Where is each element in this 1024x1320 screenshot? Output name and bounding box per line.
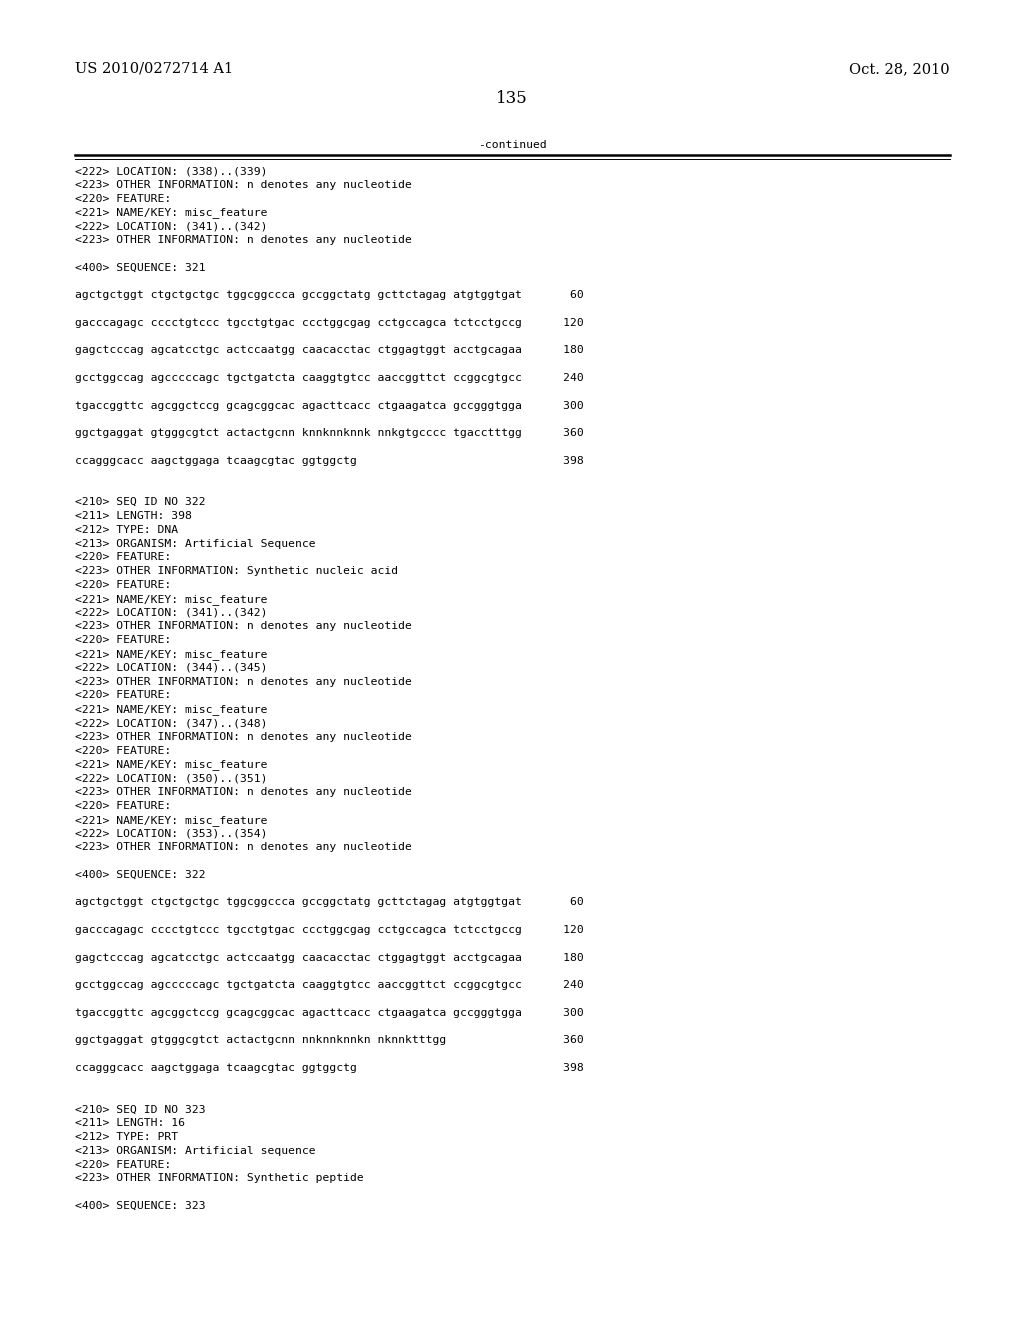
Text: <221> NAME/KEY: misc_feature: <221> NAME/KEY: misc_feature bbox=[75, 207, 267, 218]
Text: ggctgaggat gtgggcgtct actactgcnn nnknnknnkn nknnktttgg                 360: ggctgaggat gtgggcgtct actactgcnn nnknnkn… bbox=[75, 1035, 584, 1045]
Text: US 2010/0272714 A1: US 2010/0272714 A1 bbox=[75, 62, 233, 77]
Text: <220> FEATURE:: <220> FEATURE: bbox=[75, 579, 171, 590]
Text: gagctcccag agcatcctgc actccaatgg caacacctac ctggagtggt acctgcagaa      180: gagctcccag agcatcctgc actccaatgg caacacc… bbox=[75, 953, 584, 962]
Text: <220> FEATURE:: <220> FEATURE: bbox=[75, 690, 171, 701]
Text: <220> FEATURE:: <220> FEATURE: bbox=[75, 552, 171, 562]
Text: 135: 135 bbox=[496, 90, 528, 107]
Text: <222> LOCATION: (341)..(342): <222> LOCATION: (341)..(342) bbox=[75, 607, 267, 618]
Text: ccagggcacc aagctggaga tcaagcgtac ggtggctg                              398: ccagggcacc aagctggaga tcaagcgtac ggtggct… bbox=[75, 1063, 584, 1073]
Text: <210> SEQ ID NO 323: <210> SEQ ID NO 323 bbox=[75, 1105, 206, 1114]
Text: <223> OTHER INFORMATION: n denotes any nucleotide: <223> OTHER INFORMATION: n denotes any n… bbox=[75, 731, 412, 742]
Text: <212> TYPE: PRT: <212> TYPE: PRT bbox=[75, 1133, 178, 1142]
Text: <222> LOCATION: (353)..(354): <222> LOCATION: (353)..(354) bbox=[75, 829, 267, 838]
Text: <221> NAME/KEY: misc_feature: <221> NAME/KEY: misc_feature bbox=[75, 704, 267, 715]
Text: <222> LOCATION: (347)..(348): <222> LOCATION: (347)..(348) bbox=[75, 718, 267, 729]
Text: <222> LOCATION: (338)..(339): <222> LOCATION: (338)..(339) bbox=[75, 166, 267, 176]
Text: tgaccggttc agcggctccg gcagcggcac agacttcacc ctgaagatca gccgggtgga      300: tgaccggttc agcggctccg gcagcggcac agacttc… bbox=[75, 1007, 584, 1018]
Text: <212> TYPE: DNA: <212> TYPE: DNA bbox=[75, 525, 178, 535]
Text: <222> LOCATION: (344)..(345): <222> LOCATION: (344)..(345) bbox=[75, 663, 267, 673]
Text: <223> OTHER INFORMATION: n denotes any nucleotide: <223> OTHER INFORMATION: n denotes any n… bbox=[75, 787, 412, 797]
Text: <223> OTHER INFORMATION: n denotes any nucleotide: <223> OTHER INFORMATION: n denotes any n… bbox=[75, 622, 412, 631]
Text: tgaccggttc agcggctccg gcagcggcac agacttcacc ctgaagatca gccgggtgga      300: tgaccggttc agcggctccg gcagcggcac agacttc… bbox=[75, 400, 584, 411]
Text: <220> FEATURE:: <220> FEATURE: bbox=[75, 1159, 171, 1170]
Text: <400> SEQUENCE: 323: <400> SEQUENCE: 323 bbox=[75, 1201, 206, 1210]
Text: <213> ORGANISM: Artificial sequence: <213> ORGANISM: Artificial sequence bbox=[75, 1146, 315, 1156]
Text: <400> SEQUENCE: 321: <400> SEQUENCE: 321 bbox=[75, 263, 206, 273]
Text: <211> LENGTH: 398: <211> LENGTH: 398 bbox=[75, 511, 191, 521]
Text: <210> SEQ ID NO 322: <210> SEQ ID NO 322 bbox=[75, 498, 206, 507]
Text: -continued: -continued bbox=[477, 140, 547, 150]
Text: agctgctggt ctgctgctgc tggcggccca gccggctatg gcttctagag atgtggtgat       60: agctgctggt ctgctgctgc tggcggccca gccggct… bbox=[75, 898, 584, 907]
Text: <400> SEQUENCE: 322: <400> SEQUENCE: 322 bbox=[75, 870, 206, 880]
Text: gacccagagc cccctgtccc tgcctgtgac ccctggcgag cctgccagca tctcctgccg      120: gacccagagc cccctgtccc tgcctgtgac ccctggc… bbox=[75, 925, 584, 935]
Text: <221> NAME/KEY: misc_feature: <221> NAME/KEY: misc_feature bbox=[75, 759, 267, 771]
Text: <222> LOCATION: (350)..(351): <222> LOCATION: (350)..(351) bbox=[75, 774, 267, 783]
Text: gagctcccag agcatcctgc actccaatgg caacacctac ctggagtggt acctgcagaa      180: gagctcccag agcatcctgc actccaatgg caacacc… bbox=[75, 346, 584, 355]
Text: <220> FEATURE:: <220> FEATURE: bbox=[75, 801, 171, 810]
Text: <221> NAME/KEY: misc_feature: <221> NAME/KEY: misc_feature bbox=[75, 814, 267, 825]
Text: <223> OTHER INFORMATION: Synthetic peptide: <223> OTHER INFORMATION: Synthetic pepti… bbox=[75, 1173, 364, 1184]
Text: <220> FEATURE:: <220> FEATURE: bbox=[75, 635, 171, 645]
Text: <211> LENGTH: 16: <211> LENGTH: 16 bbox=[75, 1118, 185, 1129]
Text: Oct. 28, 2010: Oct. 28, 2010 bbox=[849, 62, 950, 77]
Text: <223> OTHER INFORMATION: n denotes any nucleotide: <223> OTHER INFORMATION: n denotes any n… bbox=[75, 677, 412, 686]
Text: ggctgaggat gtgggcgtct actactgcnn knnknnknnk nnkgtgcccc tgacctttgg      360: ggctgaggat gtgggcgtct actactgcnn knnknnk… bbox=[75, 428, 584, 438]
Text: <223> OTHER INFORMATION: n denotes any nucleotide: <223> OTHER INFORMATION: n denotes any n… bbox=[75, 842, 412, 853]
Text: ccagggcacc aagctggaga tcaagcgtac ggtggctg                              398: ccagggcacc aagctggaga tcaagcgtac ggtggct… bbox=[75, 455, 584, 466]
Text: gacccagagc cccctgtccc tgcctgtgac ccctggcgag cctgccagca tctcctgccg      120: gacccagagc cccctgtccc tgcctgtgac ccctggc… bbox=[75, 318, 584, 327]
Text: <223> OTHER INFORMATION: Synthetic nucleic acid: <223> OTHER INFORMATION: Synthetic nucle… bbox=[75, 566, 398, 577]
Text: gcctggccag agcccccagc tgctgatcta caaggtgtcc aaccggttct ccggcgtgcc      240: gcctggccag agcccccagc tgctgatcta caaggtg… bbox=[75, 374, 584, 383]
Text: <222> LOCATION: (341)..(342): <222> LOCATION: (341)..(342) bbox=[75, 222, 267, 231]
Text: <221> NAME/KEY: misc_feature: <221> NAME/KEY: misc_feature bbox=[75, 649, 267, 660]
Text: <223> OTHER INFORMATION: n denotes any nucleotide: <223> OTHER INFORMATION: n denotes any n… bbox=[75, 235, 412, 246]
Text: <223> OTHER INFORMATION: n denotes any nucleotide: <223> OTHER INFORMATION: n denotes any n… bbox=[75, 180, 412, 190]
Text: <220> FEATURE:: <220> FEATURE: bbox=[75, 194, 171, 203]
Text: gcctggccag agcccccagc tgctgatcta caaggtgtcc aaccggttct ccggcgtgcc      240: gcctggccag agcccccagc tgctgatcta caaggtg… bbox=[75, 981, 584, 990]
Text: <213> ORGANISM: Artificial Sequence: <213> ORGANISM: Artificial Sequence bbox=[75, 539, 315, 549]
Text: <221> NAME/KEY: misc_feature: <221> NAME/KEY: misc_feature bbox=[75, 594, 267, 605]
Text: agctgctggt ctgctgctgc tggcggccca gccggctatg gcttctagag atgtggtgat       60: agctgctggt ctgctgctgc tggcggccca gccggct… bbox=[75, 290, 584, 300]
Text: <220> FEATURE:: <220> FEATURE: bbox=[75, 746, 171, 755]
